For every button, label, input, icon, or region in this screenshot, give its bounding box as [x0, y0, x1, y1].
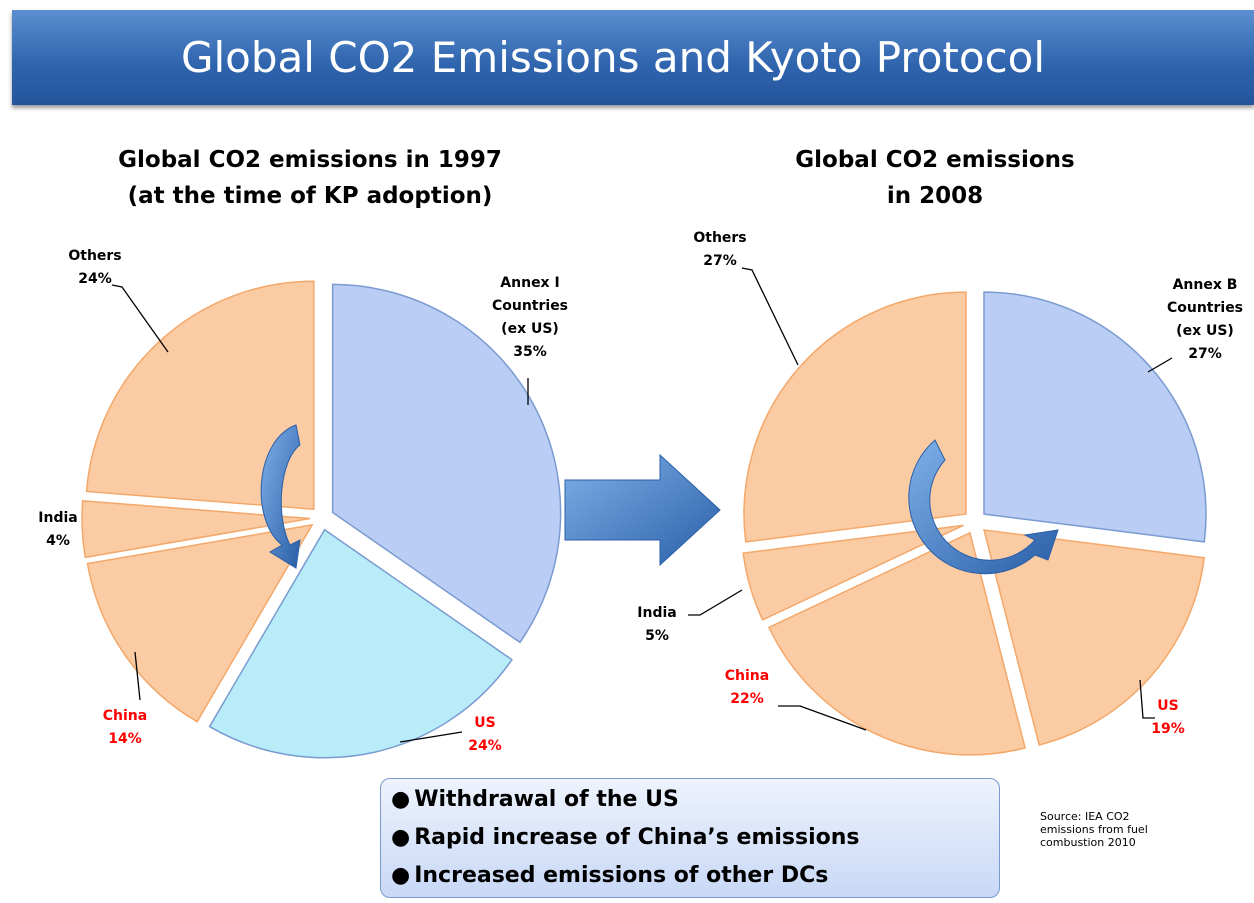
pie-slice [81, 500, 311, 559]
pie-subtitle: (at the time of KP adoption) [127, 183, 493, 209]
bullet-item: Rapid increase of China’s emissions [391, 819, 989, 857]
slice-label: US 19% [1133, 695, 1203, 741]
pie-title: Global CO2 emissions in 2008 [795, 142, 1074, 214]
pie-title: Global CO2 emissions in 1997 (at the time… [118, 142, 502, 214]
slice-value-label: 24% [468, 738, 502, 754]
slice-category: Others [68, 248, 122, 264]
slice-value-label: 14% [108, 731, 142, 747]
pie-slice [768, 531, 1027, 756]
leader-line [778, 705, 867, 731]
slice-category: India [637, 605, 677, 621]
slice-category: China [724, 668, 770, 684]
bullet-box: Withdrawal of the USRapid increase of Ch… [380, 778, 1000, 898]
slice-value-label: 5% [645, 628, 669, 644]
slice-label: Annex B Countries (ex US) 27% [1160, 274, 1250, 366]
bullet-item: Increased emissions of other DCs [391, 857, 989, 895]
leader-line [1139, 679, 1155, 719]
transition-arrow [564, 453, 721, 567]
leader-line [1147, 357, 1173, 373]
pie-slice [208, 528, 513, 759]
center-arrow [260, 424, 301, 569]
leader-line [111, 284, 169, 353]
slice-value-label: 22% [730, 691, 764, 707]
pie-slice [85, 280, 315, 511]
leader-line [399, 731, 463, 743]
slice-value-label: 4% [46, 533, 70, 549]
leader-lines [111, 267, 1173, 743]
slice-label: Others 27% [685, 227, 755, 273]
leader-line [688, 589, 743, 616]
pie-slice [331, 283, 562, 644]
leader-line [134, 651, 141, 701]
slice-category: Others [693, 230, 747, 246]
pie-title-line: Global CO2 emissions in 1997 [118, 147, 502, 173]
slice-value-label: 27% [1188, 346, 1222, 362]
slice-label: India 4% [23, 507, 93, 553]
slide-title: Global CO2 Emissions and Kyoto Protocol [180, 33, 1046, 82]
pie-slice [743, 291, 967, 543]
slice-category: China [102, 708, 148, 724]
slice-label: India 5% [622, 602, 692, 648]
slice-category: Annex B Countries (ex US) [1166, 277, 1244, 339]
slice-value-label: 27% [703, 253, 737, 269]
slice-label: US 24% [450, 712, 520, 758]
slice-category: US [1157, 698, 1179, 714]
leader-line [741, 267, 799, 366]
source-note: Source: IEA CO2 emissions from fuel comb… [1040, 810, 1148, 849]
slice-value-label: 24% [78, 271, 112, 287]
slice-category: US [474, 715, 496, 731]
pie-slice [983, 291, 1207, 543]
pie-slice [86, 523, 314, 723]
center-arrow [908, 439, 1059, 575]
slice-category: India [38, 510, 78, 526]
pie-title-line: Global CO2 emissions [795, 147, 1075, 173]
pie-slice [742, 524, 964, 621]
pies [81, 280, 1207, 759]
slice-label: Others 24% [60, 245, 130, 291]
bullet-item: Withdrawal of the US [391, 781, 989, 819]
slice-value-label: 19% [1151, 721, 1185, 737]
slice-category: Annex I Countries (ex US) [491, 275, 569, 337]
pie-subtitle: in 2008 [886, 183, 984, 209]
slice-label: Annex I Countries (ex US) 35% [485, 272, 575, 364]
slice-label: China 14% [90, 705, 160, 751]
pie-slice [983, 529, 1206, 746]
slice-value-label: 35% [513, 344, 547, 360]
slice-label: China 22% [712, 665, 782, 711]
title-banner: Global CO2 Emissions and Kyoto Protocol [12, 10, 1254, 105]
